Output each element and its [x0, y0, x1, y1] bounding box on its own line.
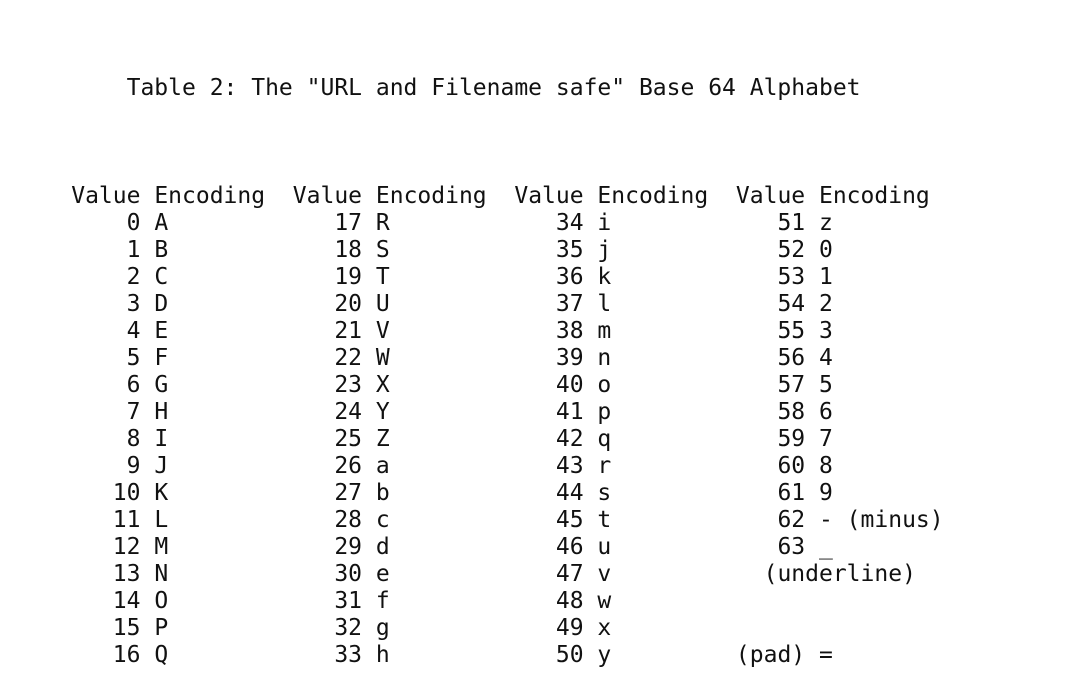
document-root: Table 2: The "URL and Filename safe" Bas…	[71, 75, 944, 668]
table-title: Table 2: The "URL and Filename safe" Bas…	[126, 75, 861, 101]
base64-alphabet-table: Value Encoding Value Encoding Value Enco…	[71, 183, 944, 668]
